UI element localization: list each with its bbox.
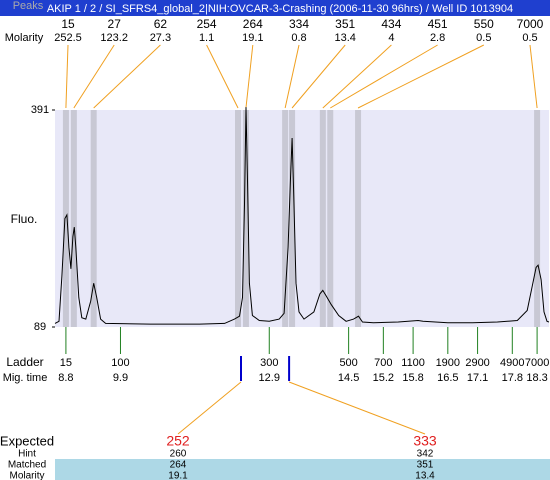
molarity-value: 13.4 — [415, 471, 435, 480]
ladder-time: 15.8 — [402, 372, 423, 384]
peak-molarity: 19.1 — [242, 32, 263, 44]
ladder-size: 300 — [260, 357, 278, 369]
peak-size: 334 — [289, 17, 309, 31]
peak-size: 451 — [428, 17, 448, 31]
peak-pointer — [73, 44, 115, 109]
peak-molarity: 252.5 — [54, 32, 82, 44]
mig-time-label: Mig. time — [3, 372, 48, 384]
peak-molarity: 13.4 — [334, 32, 355, 44]
expected-pointer — [177, 381, 242, 435]
plot-area — [55, 110, 549, 327]
ladder-time: 14.5 — [338, 372, 359, 384]
peak-band — [355, 110, 362, 327]
peak-size: 7000 — [517, 17, 544, 31]
matched-row — [55, 459, 550, 480]
peak-pointer — [65, 44, 69, 109]
peak-band — [282, 110, 289, 327]
peak-molarity: 0.5 — [476, 32, 491, 44]
peak-band — [62, 110, 69, 327]
title-bar — [0, 0, 550, 16]
peak-molarity: 27.3 — [150, 32, 171, 44]
chart-title: AKIP 1 / 2 / SI_SFRS4_global_2|NIH:OVCAR… — [47, 3, 513, 15]
y-axis-label: Fluo. — [11, 212, 38, 226]
peak-pointer — [93, 44, 161, 109]
peak-size: 264 — [243, 17, 263, 31]
ladder-size: 7000 — [525, 357, 549, 369]
matched-value: 351 — [417, 460, 434, 471]
expected-value: 252 — [166, 433, 190, 449]
matched-value: 264 — [170, 460, 187, 471]
ladder-label: Ladder — [6, 355, 43, 369]
peak-band — [534, 110, 541, 327]
hint-value: 260 — [170, 449, 187, 460]
peak-size: 550 — [474, 17, 494, 31]
hint-value: 342 — [417, 449, 434, 460]
peak-pointer — [322, 44, 392, 109]
peak-size: 434 — [381, 17, 401, 31]
ladder-size: 1900 — [436, 357, 460, 369]
ladder-size: 100 — [111, 357, 129, 369]
peak-band — [235, 110, 242, 327]
peak-size: 27 — [108, 17, 122, 31]
ladder-size: 700 — [374, 357, 392, 369]
peak-molarity: 0.8 — [291, 32, 306, 44]
peak-band — [70, 110, 77, 327]
peaks-label: Peaks — [13, 0, 44, 12]
peak-pointer — [245, 44, 254, 109]
peak-pointer — [291, 44, 346, 109]
row-label: Molarity — [9, 471, 44, 480]
peak-molarity: 123.2 — [100, 32, 128, 44]
peak-size: 351 — [335, 17, 355, 31]
trace — [54, 107, 550, 325]
ladder-time: 16.5 — [437, 372, 458, 384]
expected-value: 333 — [413, 433, 437, 449]
peak-pointer — [284, 44, 300, 109]
peak-pointer — [357, 44, 485, 109]
peak-size: 62 — [154, 17, 168, 31]
ladder-size: 500 — [339, 357, 357, 369]
ladder-time: 17.1 — [467, 372, 488, 384]
ladder-time: 17.8 — [502, 372, 523, 384]
peak-size: 254 — [197, 17, 217, 31]
peak-band — [327, 110, 334, 327]
peak-band — [242, 110, 249, 327]
ladder-time: 12.9 — [259, 372, 280, 384]
peak-pointer — [330, 44, 438, 109]
molarity-value: 19.1 — [168, 471, 188, 480]
expected-pointer — [288, 381, 426, 435]
peak-band — [319, 110, 326, 327]
peak-size: 15 — [61, 17, 75, 31]
molarity-label: Molarity — [5, 32, 44, 44]
ladder-size: 2900 — [465, 357, 489, 369]
row-label: Hint — [18, 449, 36, 460]
row-label: Matched — [8, 460, 46, 471]
y-tick-label: 391 — [31, 104, 49, 116]
peak-molarity: 0.5 — [522, 32, 537, 44]
peak-molarity: 4 — [388, 32, 394, 44]
ladder-time: 9.9 — [113, 372, 128, 384]
ladder-time: 18.3 — [526, 372, 547, 384]
peak-band — [90, 110, 97, 327]
ladder-time: 8.8 — [58, 372, 73, 384]
peak-pointer — [206, 44, 239, 109]
ladder-size: 1100 — [401, 357, 425, 369]
peak-pointer — [529, 44, 538, 109]
peak-molarity: 2.8 — [430, 32, 445, 44]
ladder-size: 4900 — [500, 357, 524, 369]
peak-molarity: 1.1 — [199, 32, 214, 44]
y-tick-label: 89 — [34, 321, 46, 333]
ladder-size: 15 — [60, 357, 72, 369]
row-label: Expected — [0, 433, 54, 448]
peak-band — [289, 110, 296, 327]
ladder-time: 15.2 — [373, 372, 394, 384]
